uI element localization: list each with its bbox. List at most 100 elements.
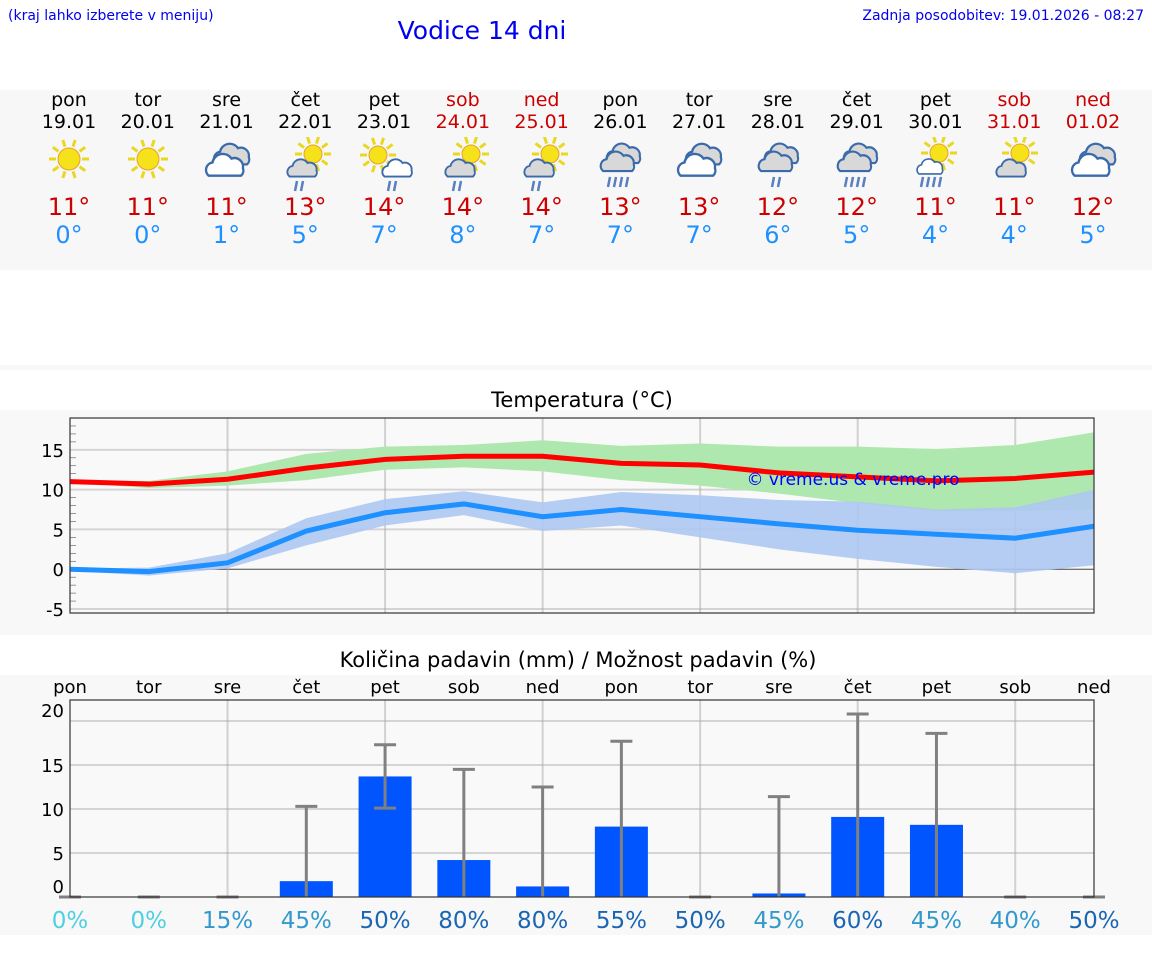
day-column: sob 31.01 11° 4° — [975, 89, 1053, 250]
day-date: 31.01 — [987, 111, 1042, 133]
sun-icon — [49, 139, 89, 179]
day-name: pon — [602, 89, 639, 111]
y-tick-label: 5 — [53, 520, 64, 541]
max-temperature: 14° — [520, 193, 563, 221]
day-column: ned 01.02 12° 5° — [1054, 90, 1132, 250]
day-column: pon 26.01 13° 7° — [581, 89, 659, 250]
cloud-shape — [1070, 152, 1111, 177]
y-tick-label: 15 — [41, 441, 64, 462]
temperature-chart-title: Temperatura (°C) — [491, 388, 673, 412]
day-column: čet 29.01 12° 5° — [818, 89, 896, 250]
max-temperature: 13° — [599, 193, 642, 221]
day-name: čet — [290, 89, 321, 111]
day-date: 27.01 — [671, 111, 727, 133]
precipitation-probability: 0% — [131, 908, 168, 934]
cloud-heavy-rain-icon — [600, 142, 642, 188]
max-temperature-line — [69, 453, 1095, 487]
day-column: pon 19.01 11° 0° — [30, 90, 108, 250]
temperature-chart: -5 0 5 10 15 © vreme.us & vreme.pro — [41, 417, 1095, 621]
max-temperature: 11° — [47, 193, 91, 221]
precipitation-probability: 45% — [911, 908, 962, 934]
max-temperature: 11° — [205, 193, 248, 221]
y-tick-label: 10 — [41, 481, 64, 502]
location-hint: (kraj lahko izberete v meniju) — [8, 8, 214, 24]
day-name: ned — [523, 89, 560, 111]
day-name: čet — [841, 89, 872, 111]
max-temperature: 12° — [1071, 193, 1115, 221]
min-temperature: 0° — [55, 221, 83, 249]
max-temperature: 12° — [835, 193, 878, 221]
divider — [0, 365, 1152, 370]
y-tick-label: 0 — [53, 877, 64, 898]
error-bar — [610, 739, 633, 897]
precipitation-probability: 40% — [990, 908, 1041, 934]
day-date: 22.01 — [278, 111, 333, 133]
x-category-label: tor — [136, 677, 162, 698]
day-date: 23.01 — [356, 111, 412, 133]
y-tick-label: 20 — [41, 701, 64, 722]
max-temperature: 13° — [284, 193, 327, 221]
min-temperature: 6° — [764, 221, 792, 249]
day-date: 25.01 — [514, 111, 569, 133]
precipitation-probability: 45% — [753, 908, 804, 934]
x-category-label: tor — [687, 677, 713, 698]
error-bar — [846, 712, 869, 897]
day-date: 24.01 — [435, 111, 491, 133]
day-column: pet 30.01 11° 4° — [896, 90, 974, 250]
day-name: tor — [685, 89, 713, 111]
cloudy-icon — [204, 142, 250, 177]
max-range-band — [70, 432, 1094, 512]
sun-icon — [127, 139, 168, 179]
x-category-label: ned — [526, 677, 560, 698]
day-column: sre 28.01 12° 6° — [739, 90, 817, 250]
sun-cloud-icon — [995, 137, 1039, 178]
cloud-shape — [995, 158, 1028, 178]
sun-shape — [360, 137, 397, 173]
max-temperature: 12° — [756, 193, 800, 221]
max-temperature: 14° — [441, 193, 485, 221]
min-temperature: 5° — [1079, 221, 1107, 249]
day-column: ned 25.01 14° 7° — [503, 89, 581, 250]
error-bar — [925, 731, 948, 897]
min-temperature: 7° — [685, 221, 713, 249]
day-column: čet 22.01 13° 5° — [266, 89, 344, 250]
last-updated: Zadnja posodobitev: 19.01.2026 - 08:27 — [862, 8, 1144, 24]
x-category-label: ned — [1077, 677, 1111, 698]
sun-shape — [127, 139, 168, 179]
precipitation-probability: 55% — [596, 908, 647, 934]
min-temperature: 7° — [527, 221, 556, 249]
day-date: 26.01 — [593, 111, 648, 133]
min-temperature: 8° — [449, 221, 477, 249]
cloud-shape — [444, 158, 476, 178]
day-date: 19.01 — [41, 111, 97, 133]
cloud-shape — [916, 158, 944, 175]
x-category-label: pon — [604, 677, 638, 698]
x-category-label: sre — [765, 677, 792, 698]
cloudy-icon — [677, 142, 723, 177]
min-temperature: 7° — [370, 221, 398, 249]
y-tick-label: 10 — [41, 800, 64, 821]
sun-shape — [295, 137, 332, 172]
day-date: 01.02 — [1065, 111, 1121, 133]
x-category-label: pet — [922, 677, 952, 698]
max-temperature: 11° — [914, 193, 957, 221]
cloud-heavy-rain-icon — [836, 142, 878, 188]
day-date: 28.01 — [750, 111, 806, 133]
min-temperature: 0° — [134, 221, 162, 249]
x-category-label: sob — [448, 677, 480, 698]
y-tick-label: 5 — [53, 844, 64, 865]
cloud-shape — [836, 150, 872, 173]
x-category-label: sob — [999, 677, 1031, 698]
error-bar — [767, 795, 790, 897]
y-tick-label: 0 — [53, 560, 64, 581]
day-name: sob — [997, 89, 1032, 111]
max-temperature: 11° — [126, 193, 170, 221]
cloud-rain-icon — [757, 142, 800, 188]
min-temperature-line — [69, 501, 1095, 575]
sun-cloud-rain-icon — [286, 137, 332, 192]
cloud-shape — [677, 152, 717, 177]
x-category-label: čet — [292, 677, 320, 698]
max-temperature: 13° — [677, 193, 721, 221]
precipitation-chart: pon tor sre čet pet sob ned pon tor sre čet pet sob n… — [41, 677, 1119, 934]
error-bar — [531, 785, 554, 897]
